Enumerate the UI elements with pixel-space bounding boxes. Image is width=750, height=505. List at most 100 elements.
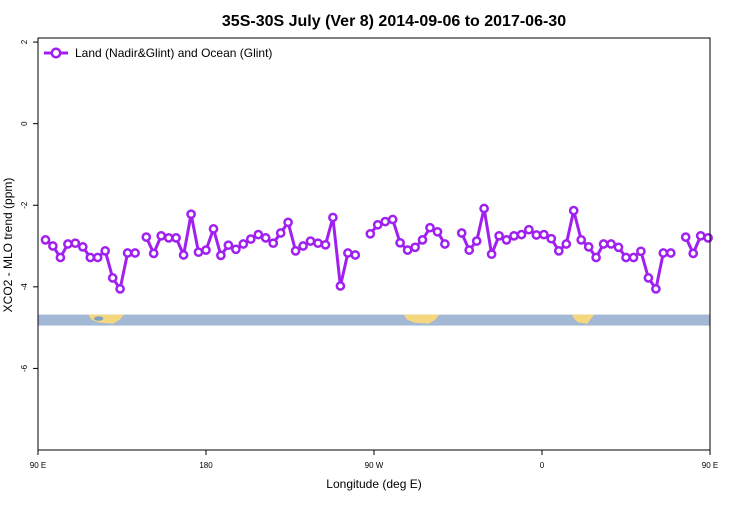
- data-point: [395, 237, 405, 248]
- y-tick-label: -2: [20, 201, 29, 209]
- data-point: [313, 238, 323, 249]
- data-point: [63, 239, 73, 249]
- data-point: [440, 239, 450, 249]
- data-point: [48, 241, 58, 251]
- data-point: [216, 250, 226, 261]
- y-axis-label: XCO2 - MLO trend (ppm): [1, 178, 15, 313]
- data-point: [283, 217, 293, 228]
- land-ocean-strip: [38, 314, 710, 326]
- data-point: [100, 246, 111, 256]
- land-region: [403, 314, 440, 324]
- data-point: [598, 239, 609, 249]
- data-point: [70, 238, 81, 249]
- data-point: [546, 233, 557, 244]
- data-point: [613, 242, 624, 253]
- data-point: [628, 252, 639, 263]
- legend: Land (Nadir&Glint) and Ocean (Glint): [44, 46, 272, 60]
- data-point: [290, 246, 301, 256]
- data-point: [665, 248, 676, 258]
- data-point: [163, 233, 174, 243]
- data-point: [320, 239, 331, 250]
- data-point: [410, 242, 420, 253]
- series-line-segment: [44, 238, 136, 291]
- data-point: [40, 235, 51, 245]
- data-point: [561, 239, 572, 249]
- x-tick-label: 90 W: [365, 461, 384, 470]
- data-point: [479, 203, 489, 214]
- data-point: [107, 273, 118, 283]
- data-point: [524, 224, 534, 235]
- legend-label: Land (Nadir&Glint) and Ocean (Glint): [75, 46, 272, 60]
- land-shade: [94, 316, 104, 321]
- ocean-band: [38, 314, 710, 326]
- data-point: [576, 235, 587, 245]
- axes: 90 E 180 90 W 0 90 E 2 0 -2 -4 -6: [20, 39, 718, 470]
- data-point: [298, 241, 308, 251]
- data-point: [539, 229, 549, 240]
- data-point: [553, 246, 564, 256]
- legend-marker: [50, 47, 62, 59]
- series-line-segment: [144, 212, 356, 288]
- data-point: [531, 230, 542, 240]
- data-point: [223, 240, 234, 251]
- data-point: [122, 248, 133, 258]
- data-point: [516, 229, 527, 240]
- x-tick-label: 90 E: [30, 461, 46, 470]
- data-point: [583, 242, 594, 252]
- data-point: [568, 205, 579, 216]
- data-point: [501, 235, 512, 245]
- data-point: [464, 245, 475, 255]
- data-point: [148, 248, 159, 259]
- data-point: [238, 239, 249, 249]
- y-tick-label: -4: [20, 283, 29, 291]
- data-point: [365, 228, 376, 239]
- data-point: [509, 230, 519, 241]
- data-point: [703, 233, 713, 243]
- data-point: [77, 242, 88, 252]
- data-point: [651, 284, 661, 294]
- data-point: [380, 216, 391, 227]
- x-tick-label: 0: [540, 461, 545, 470]
- data-point: [231, 244, 241, 255]
- data-point: [425, 222, 435, 233]
- data-point: [591, 252, 601, 263]
- data-point: [432, 226, 443, 237]
- data-point: [141, 232, 152, 242]
- x-tick-label: 180: [199, 461, 213, 470]
- data-point: [372, 219, 383, 230]
- data-point: [621, 252, 631, 263]
- data-point: [402, 245, 413, 255]
- data-point: [178, 250, 189, 260]
- data-point: [115, 284, 125, 294]
- data-point: [156, 230, 167, 241]
- data-point: [305, 236, 316, 246]
- data-point: [350, 250, 361, 260]
- data-point: [260, 233, 271, 243]
- x-axis-label: Longitude (deg E): [326, 477, 421, 491]
- data-point: [85, 252, 96, 263]
- data-point: [688, 248, 699, 259]
- data-point: [471, 236, 482, 246]
- data-point: [695, 230, 706, 241]
- data-point: [208, 224, 219, 234]
- data-point: [92, 252, 103, 263]
- data-point: [658, 248, 669, 258]
- data-point: [130, 248, 140, 258]
- data-point: [494, 230, 504, 241]
- land-region: [571, 314, 595, 324]
- chart-title: 35S-30S July (Ver 8) 2014-09-06 to 2017-…: [222, 13, 566, 30]
- data-point: [335, 281, 346, 291]
- data-point: [275, 228, 286, 238]
- data-point: [643, 273, 654, 283]
- data-point: [343, 248, 353, 258]
- y-tick-label: 0: [20, 121, 29, 126]
- data-point: [268, 238, 279, 249]
- x-tick-label: 90 E: [702, 461, 718, 470]
- data-point: [387, 214, 398, 225]
- data-point: [253, 229, 264, 240]
- plot-frame: [37, 37, 711, 451]
- data-point: [417, 235, 428, 245]
- data-point: [328, 212, 338, 223]
- data-point: [486, 249, 497, 260]
